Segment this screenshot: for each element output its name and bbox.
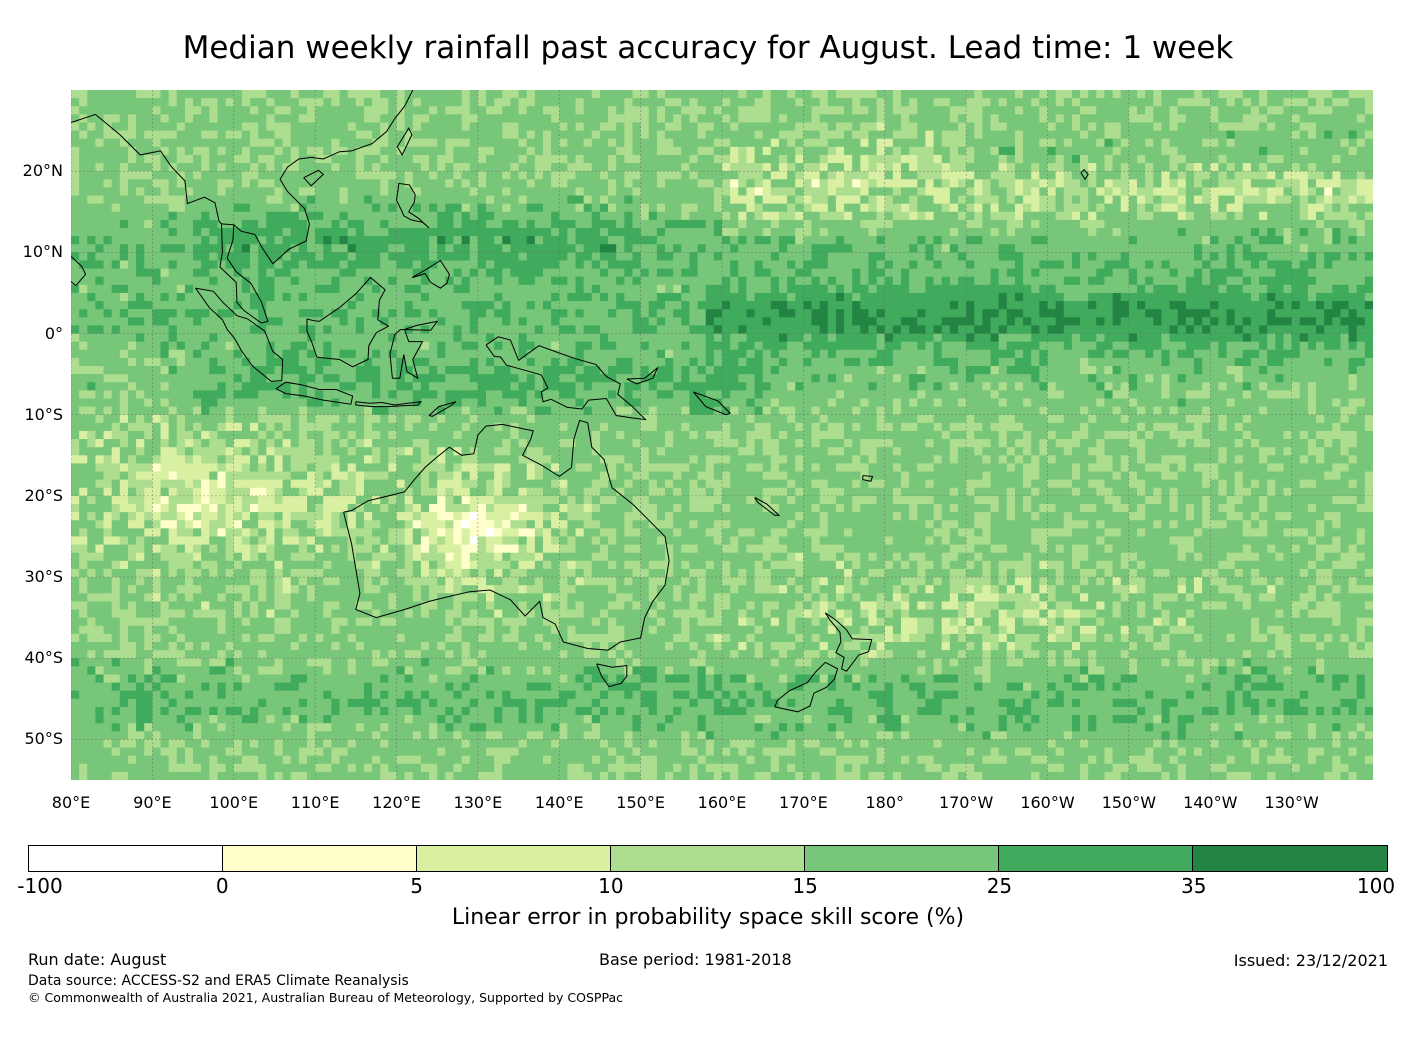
lat-label: 20°N — [22, 161, 63, 181]
colorbar-segment — [805, 846, 999, 871]
colorbar-segment — [29, 846, 223, 871]
lon-label: 170°W — [938, 793, 994, 812]
chart-title: Median weekly rainfall past accuracy for… — [182, 30, 1234, 66]
coastline-sumatra — [195, 287, 284, 382]
colorbar-segment — [1193, 846, 1387, 871]
lon-label: 180° — [865, 793, 905, 812]
coastline-fiji — [862, 475, 874, 482]
issued-date: Issued: 23/12/2021 — [1233, 951, 1388, 970]
coastline-timor — [428, 401, 457, 417]
lat-label: 10°N — [22, 242, 63, 262]
coastline-borneo — [306, 276, 390, 368]
lon-label: 150°E — [616, 793, 665, 812]
lon-label: 130°W — [1264, 793, 1319, 812]
run-date: Run date: August — [28, 950, 167, 969]
lon-label: 140°E — [534, 793, 584, 812]
gridlines — [71, 90, 1373, 780]
lon-label: 100°E — [209, 793, 259, 812]
coastline-nz-south-island — [774, 661, 839, 713]
colorbar-tick-label: 5 — [410, 874, 423, 898]
coastline-nz-north-island — [824, 612, 873, 672]
colorbar-segment — [611, 846, 805, 871]
lat-label: 40°S — [24, 648, 63, 668]
lon-label: 160°E — [697, 793, 747, 812]
coastline-tasmania — [596, 663, 628, 688]
coastline-java — [275, 381, 354, 405]
lat-label: 50°S — [24, 729, 63, 749]
coastline-taiwan — [396, 127, 413, 156]
coastline-sulawesi — [389, 320, 439, 380]
data-source: Data source: ACCESS-S2 and ERA5 Climate … — [28, 973, 409, 989]
coastline-lesser-sunda — [355, 401, 423, 408]
skill-map — [71, 90, 1373, 780]
colorbar-tick-label: 15 — [792, 874, 818, 898]
skill-cells — [71, 90, 1373, 780]
colorbar-tick-label: 25 — [986, 874, 1013, 898]
coastline-mindanao — [411, 259, 450, 289]
base-period: Base period: 1981-2018 — [599, 950, 792, 969]
lat-label: 30°S — [24, 567, 63, 587]
coastline-sri-lanka — [71, 255, 87, 287]
coastline-hainan — [303, 169, 325, 187]
coastline-new-britain — [626, 367, 659, 385]
lon-label: 160°W — [1020, 793, 1075, 812]
lon-label: 130°E — [453, 793, 503, 812]
coastline-indochina — [233, 90, 414, 265]
lon-label: 170°E — [779, 793, 828, 812]
colorbar-tick-label: 10 — [598, 874, 624, 898]
colorbar-segment — [417, 846, 611, 871]
lat-label: 0° — [44, 323, 63, 343]
lat-label: 10°S — [24, 404, 63, 424]
colorbar-segment — [999, 846, 1193, 871]
lon-label: 140°W — [1183, 793, 1238, 812]
lon-label: 120°E — [372, 793, 421, 812]
lon-label: 90°E — [133, 793, 172, 812]
coastline-new-guinea — [485, 336, 647, 421]
coastline-luzon — [396, 182, 430, 229]
lat-label: 20°S — [24, 485, 63, 505]
lon-label: 110°E — [290, 793, 340, 812]
coastline-malay-peninsula — [219, 223, 269, 324]
lon-label: 150°W — [1101, 793, 1157, 812]
colorbar-tick-label: -100 — [17, 874, 63, 898]
lon-label: 80°E — [51, 793, 91, 812]
coastlines — [71, 90, 1089, 713]
map-area[interactable] — [71, 90, 1373, 780]
colorbar-tick-label: 35 — [1180, 874, 1207, 898]
coastline-solomon — [693, 391, 731, 416]
coastline-australia — [343, 419, 670, 651]
colorbar-label: Linear error in probability space skill … — [451, 905, 965, 930]
coastline-burma-coast — [71, 113, 222, 225]
coastline-hawaii — [1080, 168, 1089, 181]
copyright: © Commonwealth of Australia 2021, Austra… — [28, 990, 623, 1005]
colorbar — [28, 845, 1388, 872]
coastline-new-caledonia — [754, 497, 781, 516]
colorbar-tick-label: 100 — [1356, 874, 1396, 898]
colorbar-tick-label: 0 — [215, 874, 229, 898]
colorbar-segment — [223, 846, 417, 871]
